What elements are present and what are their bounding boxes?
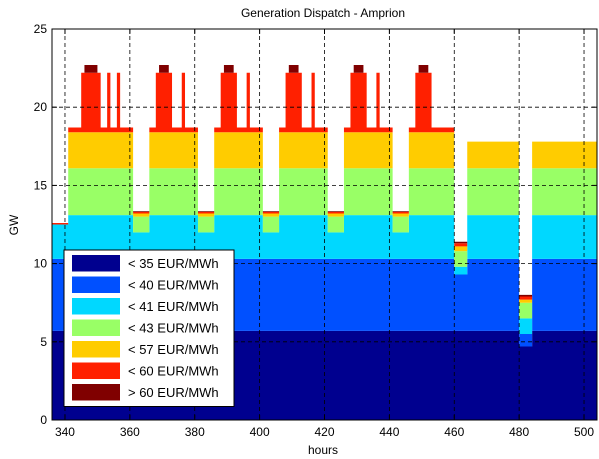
legend-label: > 60 EUR/MWh	[128, 385, 219, 400]
x-tick-label: 420	[314, 425, 334, 439]
x-tick-label: 400	[250, 425, 270, 439]
x-tick-label: 340	[55, 425, 75, 439]
legend-swatch	[72, 298, 120, 315]
legend-label: < 60 EUR/MWh	[128, 364, 219, 379]
legend-label: < 40 EUR/MWh	[128, 278, 219, 293]
chart-title: Generation Dispatch - Amprion	[241, 6, 405, 20]
x-tick-label: 380	[185, 425, 205, 439]
x-tick-label: 440	[379, 425, 399, 439]
legend-swatch	[72, 384, 120, 401]
axis-ticks: 340 360 380 400 420 440 460 480 500 0 5 10 15 20 25	[34, 22, 597, 439]
y-tick-label: 15	[34, 178, 48, 192]
series-area-2	[52, 215, 597, 334]
series-area-4	[52, 132, 597, 303]
legend-swatch	[72, 362, 120, 379]
y-axis-label: GW	[7, 214, 21, 235]
legend: < 35 EUR/MWh < 40 EUR/MWh < 41 EUR/MWh < 43…	[63, 249, 235, 407]
y-tick-label: 20	[34, 100, 48, 114]
legend-swatch	[72, 255, 120, 272]
x-axis-label: hours	[308, 443, 338, 457]
x-tick-label: 500	[574, 425, 594, 439]
y-tick-label: 0	[40, 413, 47, 427]
legend-label: < 43 EUR/MWh	[128, 321, 219, 336]
legend-swatch	[72, 319, 120, 336]
x-tick-label: 480	[509, 425, 529, 439]
legend-label: < 57 EUR/MWh	[128, 342, 219, 357]
legend-swatch	[72, 276, 120, 293]
y-tick-label: 10	[34, 257, 48, 271]
x-tick-label: 460	[444, 425, 464, 439]
legend-swatch	[72, 341, 120, 358]
legend-label: < 41 EUR/MWh	[128, 299, 219, 314]
y-tick-label: 5	[40, 335, 47, 349]
x-tick-label: 360	[120, 425, 140, 439]
series-area-5	[52, 72, 597, 300]
y-tick-label: 25	[34, 22, 48, 36]
legend-label: < 35 EUR/MWh	[128, 256, 219, 271]
series-area-3	[52, 168, 597, 319]
